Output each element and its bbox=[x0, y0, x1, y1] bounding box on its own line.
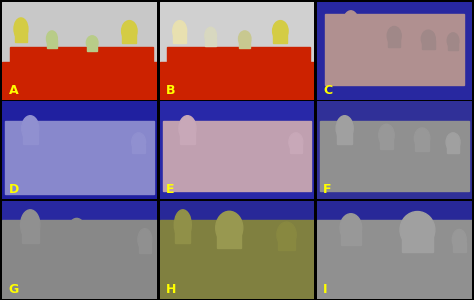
Bar bbox=[106, 237, 122, 250]
Bar bbox=[337, 131, 352, 144]
Bar bbox=[167, 46, 310, 68]
Ellipse shape bbox=[64, 124, 80, 146]
Bar bbox=[447, 144, 459, 153]
Bar bbox=[138, 242, 151, 253]
Bar bbox=[388, 38, 401, 47]
Ellipse shape bbox=[22, 116, 39, 141]
Bar bbox=[278, 237, 295, 250]
Text: H: H bbox=[166, 283, 176, 296]
Ellipse shape bbox=[105, 222, 123, 248]
Bar bbox=[87, 44, 97, 51]
Text: C: C bbox=[323, 84, 332, 97]
Ellipse shape bbox=[446, 133, 460, 152]
Ellipse shape bbox=[447, 33, 459, 49]
Bar bbox=[320, 121, 468, 191]
Bar bbox=[290, 144, 302, 153]
Bar bbox=[2, 220, 157, 298]
Bar bbox=[180, 131, 195, 144]
Bar bbox=[69, 235, 85, 248]
Text: I: I bbox=[323, 283, 328, 296]
Bar bbox=[122, 33, 137, 43]
Ellipse shape bbox=[379, 124, 394, 146]
Bar bbox=[317, 220, 472, 298]
Ellipse shape bbox=[340, 214, 362, 242]
Ellipse shape bbox=[343, 11, 359, 35]
Ellipse shape bbox=[289, 133, 303, 152]
Bar bbox=[160, 220, 314, 298]
Text: G: G bbox=[9, 283, 19, 296]
Bar bbox=[344, 26, 358, 38]
Bar bbox=[205, 38, 216, 46]
Ellipse shape bbox=[174, 210, 191, 240]
Bar bbox=[217, 231, 241, 248]
Ellipse shape bbox=[216, 211, 243, 244]
Text: D: D bbox=[9, 183, 19, 196]
Bar bbox=[448, 42, 458, 50]
Bar bbox=[6, 121, 154, 194]
Bar bbox=[380, 137, 393, 148]
Bar bbox=[163, 121, 311, 191]
Bar bbox=[21, 228, 39, 243]
Ellipse shape bbox=[421, 30, 435, 47]
Text: A: A bbox=[9, 84, 18, 97]
Bar bbox=[273, 33, 287, 43]
Bar bbox=[258, 140, 272, 151]
Bar bbox=[239, 40, 250, 48]
Bar bbox=[47, 40, 57, 48]
Ellipse shape bbox=[205, 27, 217, 44]
Ellipse shape bbox=[257, 128, 273, 148]
Ellipse shape bbox=[122, 21, 137, 41]
Ellipse shape bbox=[277, 222, 296, 248]
Bar bbox=[325, 14, 464, 85]
Bar bbox=[222, 137, 236, 148]
Ellipse shape bbox=[20, 210, 40, 240]
Ellipse shape bbox=[400, 212, 435, 248]
Bar bbox=[402, 234, 433, 252]
Bar bbox=[175, 228, 191, 243]
Ellipse shape bbox=[132, 133, 146, 152]
Ellipse shape bbox=[238, 31, 251, 46]
Bar bbox=[173, 33, 186, 43]
Bar bbox=[453, 242, 465, 252]
Ellipse shape bbox=[221, 124, 237, 146]
Bar bbox=[23, 131, 38, 144]
Ellipse shape bbox=[138, 229, 152, 251]
Bar bbox=[100, 140, 115, 151]
Ellipse shape bbox=[173, 21, 187, 41]
Ellipse shape bbox=[414, 128, 430, 148]
Ellipse shape bbox=[336, 116, 353, 141]
Ellipse shape bbox=[387, 26, 401, 45]
Bar bbox=[415, 140, 429, 151]
Text: B: B bbox=[166, 84, 175, 97]
Ellipse shape bbox=[452, 230, 466, 250]
Ellipse shape bbox=[273, 21, 288, 41]
Text: E: E bbox=[166, 183, 174, 196]
Bar bbox=[341, 231, 361, 245]
Ellipse shape bbox=[46, 31, 57, 46]
Ellipse shape bbox=[68, 218, 86, 245]
Bar bbox=[422, 40, 435, 49]
Bar bbox=[2, 62, 157, 100]
Bar bbox=[160, 62, 314, 100]
Bar bbox=[65, 137, 79, 148]
Text: F: F bbox=[323, 183, 331, 196]
Bar bbox=[15, 31, 27, 42]
Ellipse shape bbox=[100, 128, 115, 148]
Bar bbox=[132, 144, 145, 153]
Ellipse shape bbox=[14, 18, 28, 40]
Ellipse shape bbox=[86, 36, 98, 50]
Bar bbox=[10, 46, 153, 68]
Ellipse shape bbox=[179, 116, 196, 141]
